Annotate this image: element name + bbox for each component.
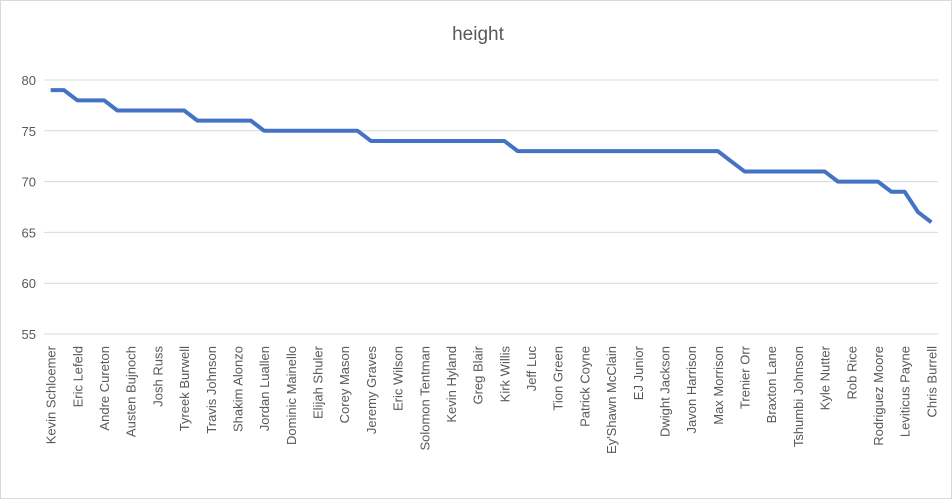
- x-tick-label: Josh Russ: [150, 346, 165, 407]
- x-tick-label: Kyle Nutter: [818, 345, 833, 410]
- x-tick-label: Ey'Shawn McClain: [604, 346, 619, 454]
- x-tick-label: Eric Wilson: [391, 346, 406, 411]
- x-tick-label: Max Morrison: [711, 346, 726, 425]
- x-tick-label: Braxton Lane: [764, 346, 779, 423]
- x-tick-label: Austen Bujnoch: [124, 346, 139, 437]
- x-tick-label: Eric Lefeld: [70, 346, 85, 407]
- x-tick-label: Kevin Schloemer: [44, 345, 59, 444]
- x-tick-label: Dwight Jackson: [657, 346, 672, 437]
- x-tick-label: Trenier Orr: [738, 345, 753, 409]
- y-tick-label: 60: [22, 276, 36, 291]
- x-tick-label: Leviticus Payne: [898, 346, 913, 437]
- chart-title: height: [452, 24, 504, 45]
- x-tick-label: Corey Mason: [337, 346, 352, 423]
- x-tick-label: Tion Green: [551, 346, 566, 411]
- x-tick-label: Solomon Tentman: [417, 346, 432, 451]
- x-tick-label: Dominic Mainello: [284, 346, 299, 445]
- x-tick-label: Javon Harrison: [684, 346, 699, 433]
- x-tick-label: Jeremy Graves: [364, 346, 379, 435]
- x-tick-label: Elijah Shuler: [311, 345, 326, 419]
- x-tick-label: Rodriguez Moore: [871, 346, 886, 446]
- x-tick-label: Tshumbi Johnson: [791, 346, 806, 447]
- y-tick-label: 75: [22, 124, 36, 139]
- line-series: [50, 88, 933, 224]
- x-tick-label: Kevin Hyland: [444, 346, 459, 423]
- x-tick-label: EJ Junior: [631, 345, 646, 400]
- x-tick-label: Greg Blair: [471, 345, 486, 404]
- x-tick-label: Shakim Alonzo: [230, 346, 245, 432]
- x-tick-label: Andre Cureton: [97, 346, 112, 431]
- y-tick-label: 80: [22, 73, 36, 88]
- x-tick-label: Rob Rice: [844, 346, 859, 399]
- x-tick-label: Chris Burrell: [924, 346, 939, 418]
- x-tick-label: Patrick Coyne: [577, 346, 592, 427]
- y-tick-label: 70: [22, 175, 36, 190]
- x-tick-label: Travis Johnson: [204, 346, 219, 434]
- y-tick-label: 55: [22, 327, 36, 342]
- x-tick-label: Kirk Willis: [497, 346, 512, 403]
- y-tick-label: 65: [22, 225, 36, 240]
- x-tick-label: Jeff Luc: [524, 346, 539, 392]
- x-tick-label: Tyreek Burwell: [177, 346, 192, 431]
- x-tick-label: Jordan Luallen: [257, 346, 272, 431]
